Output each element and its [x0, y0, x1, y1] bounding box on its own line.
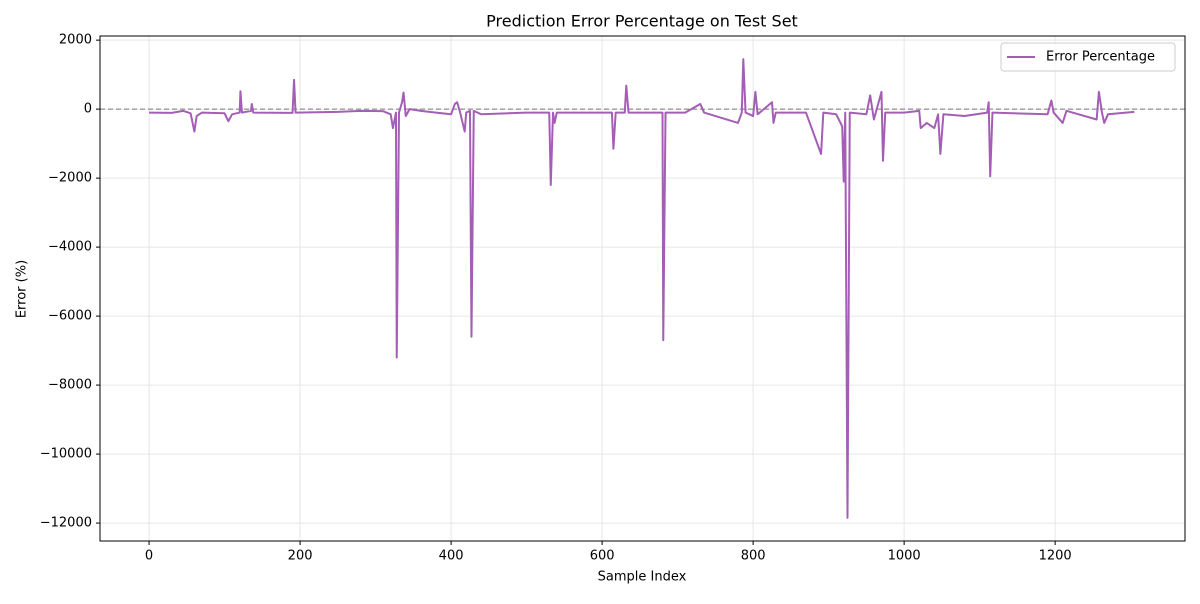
x-tick-label: 0 — [145, 549, 153, 564]
x-tick-label: 600 — [590, 549, 615, 564]
y-tick-label: −4000 — [48, 240, 92, 255]
y-tick-label: 0 — [84, 102, 92, 117]
x-tick-label: 200 — [288, 549, 313, 564]
y-axis-label: Error (%) — [15, 260, 30, 318]
legend-box — [1000, 42, 1176, 72]
x-axis-label: Sample Index — [598, 570, 687, 585]
y-tick-label: −10000 — [40, 447, 92, 462]
y-tick-label: −8000 — [48, 378, 92, 393]
y-tick-label: −2000 — [48, 171, 92, 186]
x-tick-label: 800 — [741, 549, 766, 564]
data-line — [149, 58, 1135, 519]
x-tick-label: 1200 — [1039, 549, 1072, 564]
x-tick-label: 1000 — [888, 549, 921, 564]
y-tick-label: −6000 — [48, 309, 92, 324]
y-tick-label: 2000 — [59, 33, 92, 48]
legend: Error Percentage — [1000, 42, 1176, 72]
y-tick-label: −12000 — [40, 516, 92, 531]
x-tick-label: 400 — [439, 549, 464, 564]
plot-frame — [99, 35, 1186, 542]
legend-label: Error Percentage — [1046, 50, 1155, 65]
chart-title: Prediction Error Percentage on Test Set — [486, 12, 798, 31]
